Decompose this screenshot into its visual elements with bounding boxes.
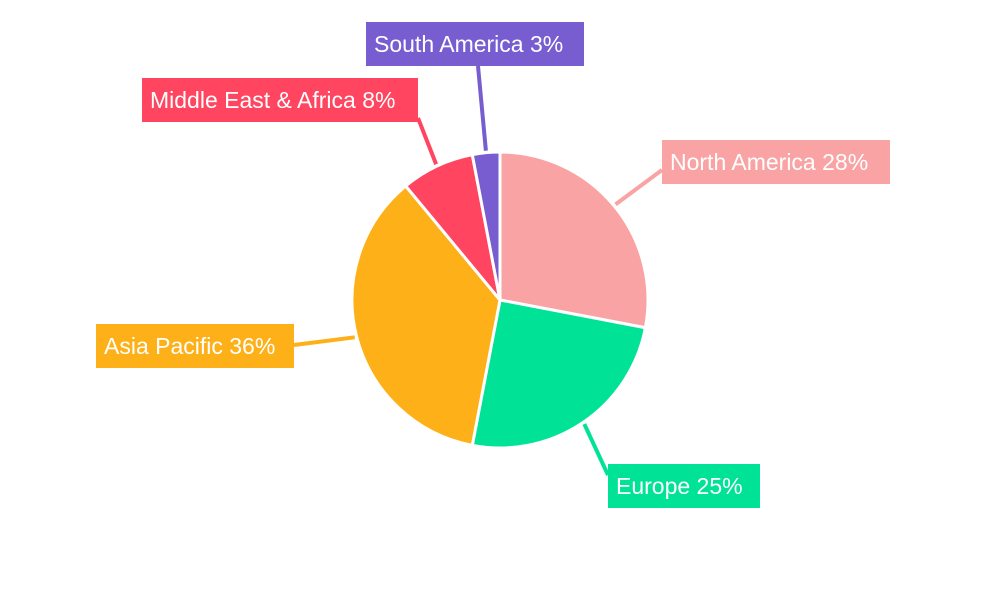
label-asia-pacific: Asia Pacific 36% [96,324,294,368]
pie-slice-europe[interactable] [470,298,648,450]
label-north-america: North America 28% [662,140,890,184]
pie-slice-south-america[interactable] [470,150,502,301]
leader-line [416,117,438,166]
leader-line [476,65,488,151]
pie-slice-north-america[interactable] [498,150,650,330]
leader-line [293,335,355,347]
label-south-america: South America 3% [366,22,584,66]
label-europe: Europe 25% [608,464,760,508]
label-middle-east-africa: Middle East & Africa 8% [142,78,418,122]
leader-line [582,423,610,476]
leader-line [614,168,664,206]
pie-slice-asia-pacific[interactable] [350,183,502,448]
